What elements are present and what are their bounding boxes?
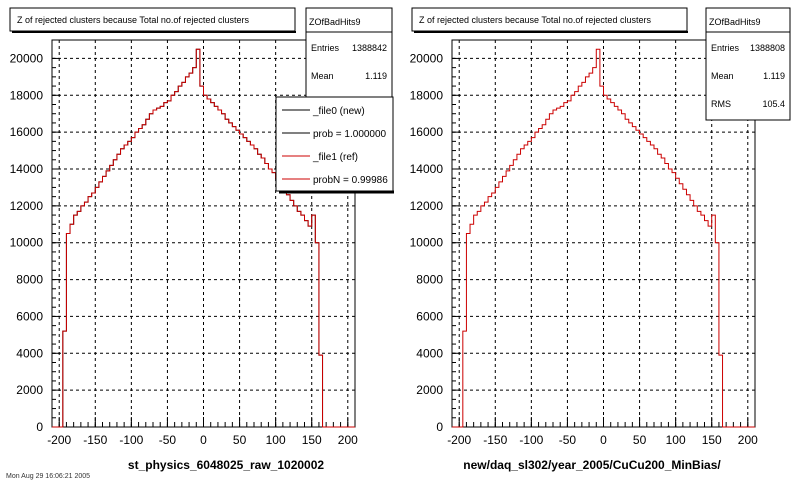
y-tick-label: 8000 (16, 273, 43, 287)
y-tick-label: 18000 (410, 88, 444, 102)
y-tick-label: 12000 (10, 199, 44, 213)
x-tick-label: 150 (702, 433, 722, 447)
x-tick-label: -50 (159, 433, 177, 447)
x-tick-label: 0 (600, 433, 607, 447)
x-tick-label: 0 (200, 433, 207, 447)
y-tick-label: 0 (436, 420, 443, 434)
y-tick-label: 2000 (416, 383, 443, 397)
y-tick-label: 18000 (10, 88, 44, 102)
y-tick-label: 10000 (410, 236, 444, 250)
histogram-series-1 (452, 48, 755, 428)
y-tick-label: 20000 (410, 51, 444, 65)
y-tick-label: 6000 (416, 309, 443, 323)
stats-name: ZOfBadHits9 (309, 17, 361, 27)
stats-entries-label: Entries (711, 43, 740, 53)
x-tick-label: -150 (483, 433, 507, 447)
x-tick-label: -150 (83, 433, 107, 447)
legend-entry-label: _file0 (new) (312, 106, 365, 117)
y-tick-label: 12000 (410, 199, 444, 213)
y-tick-label: 14000 (10, 162, 44, 176)
stats-entries-label: Entries (311, 43, 340, 53)
y-tick-label: 4000 (16, 346, 43, 360)
x-axis-label: new/daq_sl302/year_2005/CuCu200_MinBias/ (463, 458, 721, 472)
stats-name: ZOfBadHits9 (709, 17, 761, 27)
x-tick-label: -200 (47, 433, 71, 447)
x-tick-label: 50 (633, 433, 647, 447)
y-tick-label: 16000 (410, 125, 444, 139)
stats-mean-value: 1.119 (365, 71, 387, 81)
y-tick-label: 0 (36, 420, 43, 434)
histogram-panel-1: -200 -150 -100 -50 0 50 100 150 2000200040006000… (9, 7, 394, 472)
x-tick-label: 200 (338, 433, 358, 447)
y-tick-label: 10000 (10, 236, 44, 250)
chart-title: Z of rejected clusters because Total no.… (17, 15, 249, 25)
histogram-series-2 (52, 48, 355, 428)
footer-timestamp: Mon Aug 29 16:06:21 2005 (6, 473, 90, 480)
stats-mean-value: 1.119 (763, 71, 785, 81)
y-tick-label: 16000 (10, 125, 44, 139)
legend-entry-label: _file1 (ref) (312, 152, 358, 163)
legend-box (275, 96, 394, 192)
stats-mean-label: Mean (311, 71, 334, 81)
legend-entry-label: probN = 0.99986 (313, 175, 388, 186)
x-tick-label: 200 (738, 433, 758, 447)
y-tick-label: 20000 (10, 51, 44, 65)
x-tick-label: 150 (302, 433, 322, 447)
x-tick-label: -200 (447, 433, 471, 447)
stats-mean-label: Mean (711, 71, 734, 81)
x-tick-label: -100 (519, 433, 543, 447)
x-tick-label: -50 (559, 433, 577, 447)
histogram-panel-2: -200 -150 -100 -50 0 50 100 150 2000200040006000… (410, 7, 791, 472)
x-tick-label: -100 (119, 433, 143, 447)
stats-rms-label: RMS (711, 99, 731, 109)
x-tick-label: 50 (233, 433, 247, 447)
y-tick-label: 8000 (416, 273, 443, 287)
y-tick-label: 14000 (410, 162, 444, 176)
legend-entry-label: prob = 1.000000 (313, 129, 387, 140)
stats-rms-value: 105.4 (762, 99, 785, 109)
stats-box (705, 7, 791, 121)
stats-box (305, 7, 393, 109)
stats-entries-value: 1388808 (750, 43, 785, 53)
y-tick-label: 2000 (16, 383, 43, 397)
stats-entries-value: 1388842 (352, 43, 387, 53)
y-tick-label: 4000 (416, 346, 443, 360)
x-axis-label: st_physics_6048025_raw_1020002 (128, 458, 324, 472)
x-tick-label: 100 (266, 433, 286, 447)
y-tick-label: 6000 (16, 309, 43, 323)
x-tick-label: 100 (666, 433, 686, 447)
chart-title: Z of rejected clusters because Total no.… (419, 15, 651, 25)
